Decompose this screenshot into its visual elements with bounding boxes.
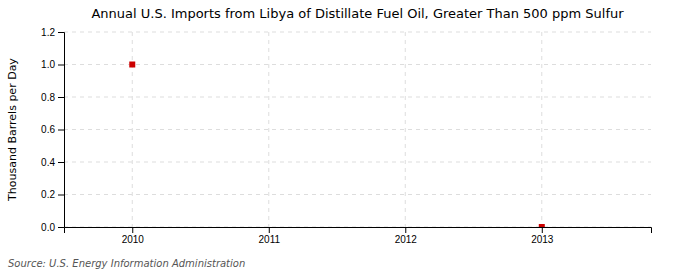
grid bbox=[64, 32, 651, 227]
tick: 2013 bbox=[531, 227, 554, 245]
tick: 0.6 bbox=[41, 124, 64, 135]
tick: 0.0 bbox=[41, 222, 64, 233]
point bbox=[129, 62, 135, 68]
tick-mark bbox=[58, 162, 64, 163]
tick: 2010 bbox=[122, 227, 145, 245]
tick-mark bbox=[542, 227, 543, 233]
tick-label: 2012 bbox=[395, 234, 418, 245]
tick: 0.4 bbox=[41, 157, 64, 168]
tick: 0.2 bbox=[41, 189, 64, 200]
tick-label: 0.6 bbox=[41, 124, 55, 135]
plot: 2010 2011 2012 2013 0.0 0.2 0.4 0.6 0.8 1.0 1.2 bbox=[41, 27, 651, 245]
tick-label: 2013 bbox=[531, 234, 554, 245]
source: Source: U.S. Energy Information Administ… bbox=[8, 258, 245, 269]
grid-line bbox=[64, 32, 651, 33]
chart: 2010 2011 2012 2013 0.0 0.2 0.4 0.6 0.8 1.0 1.2 Ann… bbox=[0, 0, 675, 275]
tick-mark bbox=[269, 227, 270, 233]
tick: 1.2 bbox=[41, 27, 64, 38]
grid-line bbox=[64, 162, 651, 163]
tick-mark bbox=[58, 97, 64, 98]
y-axis-title: Thousand Barrels per Day bbox=[6, 58, 19, 202]
tick: 2012 bbox=[395, 227, 418, 245]
x-axis: 2010 2011 2012 2013 bbox=[65, 227, 652, 245]
tick: 2011 bbox=[259, 227, 281, 245]
tick-mark bbox=[58, 195, 64, 196]
tick-mark bbox=[58, 65, 64, 66]
tick-mark bbox=[58, 227, 64, 228]
tick-label: 1.2 bbox=[41, 27, 55, 38]
tick: 0.8 bbox=[41, 92, 64, 103]
tick-label: 0.0 bbox=[41, 222, 55, 233]
tick-label: 0.2 bbox=[41, 189, 55, 200]
axis-line bbox=[58, 33, 65, 228]
tick-mark bbox=[58, 32, 64, 33]
grid-line bbox=[405, 32, 406, 227]
grid-line bbox=[64, 97, 651, 98]
tick-mark bbox=[58, 130, 64, 131]
grid-line bbox=[541, 32, 542, 227]
points bbox=[129, 62, 545, 228]
tick-label: 0.4 bbox=[41, 157, 55, 168]
grid-line bbox=[132, 32, 133, 227]
tick-mark bbox=[405, 227, 406, 233]
point bbox=[539, 224, 545, 227]
title: Annual U.S. Imports from Libya of Distil… bbox=[91, 6, 624, 21]
tick: 1.0 bbox=[41, 59, 64, 70]
tick-label: 2011 bbox=[259, 234, 281, 245]
y-axis: 0.0 0.2 0.4 0.6 0.8 1.0 1.2 bbox=[41, 27, 64, 233]
grid-line bbox=[64, 129, 651, 130]
grid-line bbox=[268, 32, 269, 227]
grid-line bbox=[64, 64, 651, 65]
tick-label: 1.0 bbox=[41, 59, 55, 70]
tick-label: 2010 bbox=[122, 234, 145, 245]
tick-mark bbox=[132, 227, 133, 233]
axis-line bbox=[65, 228, 652, 234]
tick-label: 0.8 bbox=[41, 92, 55, 103]
grid-line bbox=[64, 194, 651, 195]
